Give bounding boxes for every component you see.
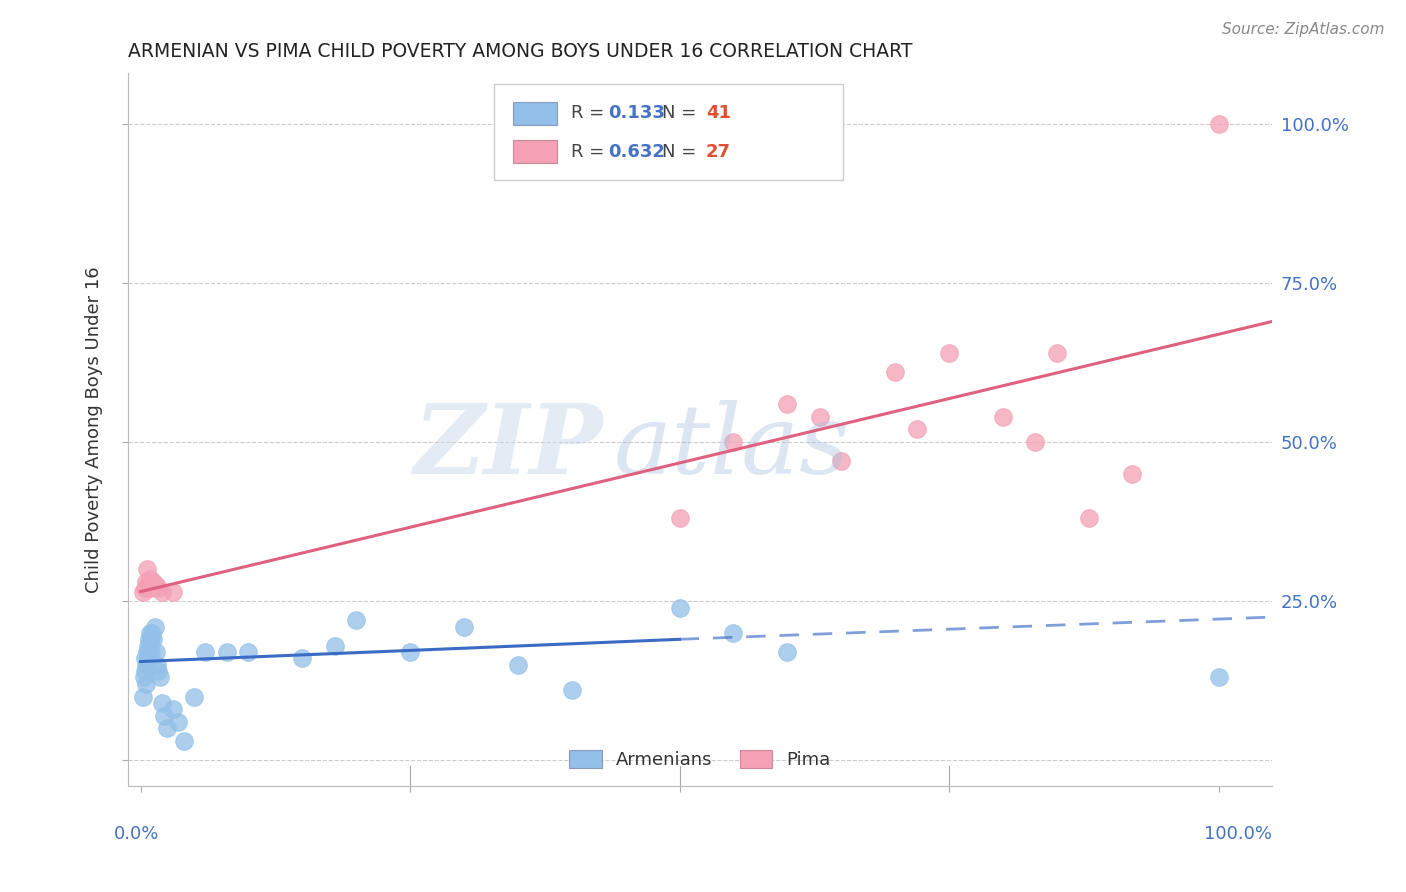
Point: [453, 619, 475, 633]
Point: [173, 734, 195, 748]
Point: [194, 645, 217, 659]
Point: [506, 657, 529, 672]
Point: [344, 613, 367, 627]
Text: R =: R =: [571, 143, 610, 161]
Point: [162, 702, 184, 716]
Text: ZIP: ZIP: [413, 401, 603, 494]
Point: [131, 584, 153, 599]
Point: [136, 582, 159, 596]
Point: [150, 584, 173, 599]
Point: [138, 578, 160, 592]
Point: [156, 722, 179, 736]
Point: [830, 454, 852, 468]
Point: [238, 645, 260, 659]
Point: [134, 582, 156, 596]
Point: [135, 677, 157, 691]
Point: [134, 651, 156, 665]
Legend: Armenians, Pima: Armenians, Pima: [562, 743, 838, 777]
Point: [1078, 511, 1101, 525]
Point: [884, 365, 907, 379]
Point: [162, 584, 184, 599]
Y-axis label: Child Poverty Among Boys Under 16: Child Poverty Among Boys Under 16: [86, 266, 103, 593]
Point: [141, 632, 163, 647]
Point: [139, 626, 162, 640]
Point: [142, 575, 165, 590]
Point: [135, 575, 157, 590]
FancyBboxPatch shape: [513, 102, 557, 125]
Point: [167, 714, 190, 729]
Point: [139, 572, 162, 586]
Point: [142, 632, 165, 647]
Point: [136, 651, 159, 665]
Point: [138, 632, 160, 647]
Point: [561, 683, 583, 698]
Point: [145, 657, 167, 672]
Point: [146, 582, 169, 596]
Point: [938, 346, 960, 360]
Point: [135, 657, 157, 672]
Point: [183, 690, 205, 704]
Text: N =: N =: [662, 104, 702, 122]
Point: [1024, 435, 1046, 450]
Point: [323, 639, 346, 653]
Text: 100.0%: 100.0%: [1205, 825, 1272, 843]
Point: [291, 651, 314, 665]
Text: atlas: atlas: [614, 401, 851, 494]
Point: [723, 626, 745, 640]
Point: [668, 600, 690, 615]
Point: [1208, 670, 1230, 684]
Text: ARMENIAN VS PIMA CHILD POVERTY AMONG BOYS UNDER 16 CORRELATION CHART: ARMENIAN VS PIMA CHILD POVERTY AMONG BOY…: [128, 42, 912, 61]
Point: [215, 645, 238, 659]
Text: 27: 27: [706, 143, 731, 161]
Point: [136, 562, 159, 576]
Point: [145, 645, 167, 659]
Point: [905, 422, 928, 436]
Point: [145, 578, 167, 592]
Point: [1208, 117, 1230, 131]
Text: 41: 41: [706, 104, 731, 122]
Point: [153, 708, 176, 723]
Point: [776, 397, 799, 411]
Point: [399, 645, 422, 659]
Point: [143, 619, 166, 633]
Text: Source: ZipAtlas.com: Source: ZipAtlas.com: [1222, 22, 1385, 37]
Point: [808, 409, 831, 424]
Point: [141, 626, 163, 640]
Text: 0.0%: 0.0%: [114, 825, 159, 843]
FancyBboxPatch shape: [494, 84, 844, 180]
Point: [150, 696, 173, 710]
Text: 0.632: 0.632: [607, 143, 665, 161]
FancyBboxPatch shape: [513, 140, 557, 163]
Point: [141, 582, 163, 596]
Point: [723, 435, 745, 450]
Point: [132, 670, 155, 684]
Text: 0.133: 0.133: [607, 104, 665, 122]
Point: [1121, 467, 1143, 481]
Text: N =: N =: [662, 143, 702, 161]
Point: [136, 645, 159, 659]
Point: [149, 670, 172, 684]
Point: [141, 645, 163, 659]
Point: [131, 690, 153, 704]
Point: [136, 639, 159, 653]
Point: [668, 511, 690, 525]
Point: [146, 664, 169, 678]
Text: R =: R =: [571, 104, 610, 122]
Point: [134, 664, 156, 678]
Point: [991, 409, 1014, 424]
Point: [1046, 346, 1069, 360]
Point: [776, 645, 799, 659]
